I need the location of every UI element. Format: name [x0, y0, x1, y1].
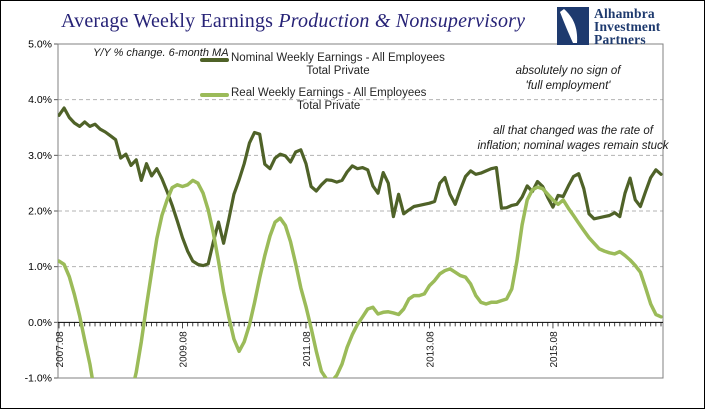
x-axis-label: 2013.08 — [425, 331, 436, 368]
x-axis-label: 2015.08 — [549, 331, 560, 368]
nominal-line-swatch-icon — [200, 58, 229, 62]
chart-title-italic: Production & Nonsupervisory — [278, 10, 526, 32]
y-axis-label: 5.0% — [28, 39, 52, 51]
yoy-note-label: Y/Y % change. 6-month MA — [93, 47, 229, 59]
legend-item-nominal: Nominal Weekly Earnings - All Employees … — [200, 52, 445, 77]
chart-title-regular: Average Weekly Earnings — [61, 10, 279, 32]
chart-legend: Nominal Weekly Earnings - All Employees … — [200, 52, 445, 122]
annotation-inflation: all that changed was the rate of inflati… — [477, 125, 669, 152]
nominal-earnings-line — [58, 106, 663, 268]
legend-label-real: Real Weekly Earnings - All Employees Tot… — [231, 87, 427, 112]
annotation-full-employment: absolutely no sign of 'full employment' — [515, 65, 621, 92]
y-axis-label: 1.0% — [28, 261, 52, 273]
real-earnings-line — [58, 178, 663, 378]
legend-label-nominal: Nominal Weekly Earnings - All Employees … — [231, 52, 445, 77]
y-axis-label: 4.0% — [28, 94, 52, 106]
y-axis-label: -1.0% — [25, 373, 52, 385]
y-axis-label: 2.0% — [28, 206, 52, 218]
y-axis-label: 3.0% — [28, 150, 52, 162]
plot-border — [57, 43, 664, 379]
legend-item-real: Real Weekly Earnings - All Employees Tot… — [200, 87, 445, 112]
real-line-swatch-icon — [200, 93, 229, 97]
y-axis-label: 0.0% — [28, 317, 52, 329]
x-axis-label: 2009.08 — [178, 331, 189, 368]
alhambra-logo-text: Alhambra Investment Partners — [594, 6, 661, 47]
x-axis-label: 2011.08 — [302, 331, 313, 367]
alhambra-logo: Alhambra Investment Partners — [557, 7, 661, 46]
alhambra-swoosh-icon — [557, 7, 589, 45]
chart-title: Average Weekly Earnings Production & Non… — [61, 10, 525, 33]
x-axis-label: 2007.08 — [55, 331, 66, 368]
